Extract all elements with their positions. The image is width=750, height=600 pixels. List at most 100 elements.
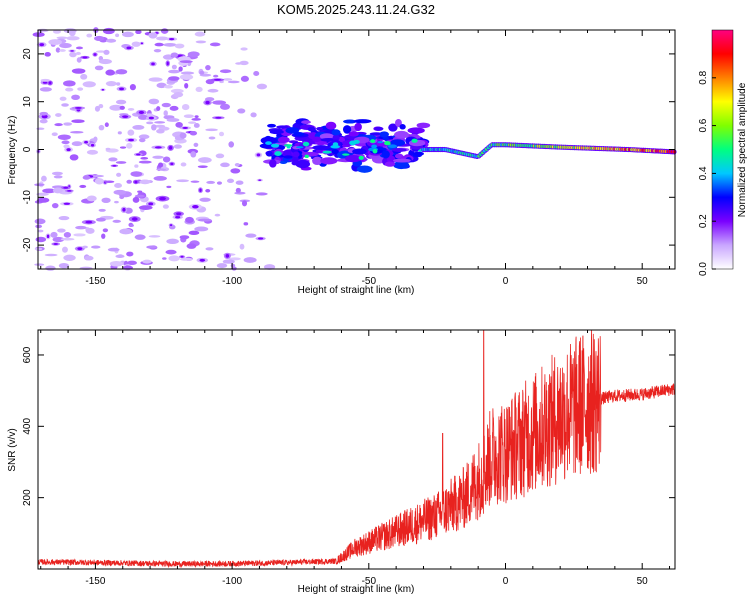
colorbar-tick-label: 0.2 (698, 214, 709, 228)
noise-blob (168, 69, 181, 74)
noise-blob (102, 228, 109, 233)
cluster-hotspot (353, 139, 360, 144)
noise-blob (157, 162, 164, 168)
noise-blob (207, 88, 219, 93)
noise-blob (168, 255, 180, 262)
noise-blob (187, 51, 200, 58)
cluster-hotspot (342, 153, 350, 156)
noise-blob (134, 164, 139, 168)
noise-blob (183, 114, 194, 118)
noise-blob (86, 149, 99, 155)
noise-blob (166, 238, 179, 244)
noise-blob-core (122, 115, 129, 118)
noise-blob (215, 153, 225, 159)
noise-blob (34, 247, 43, 251)
noise-blob (227, 80, 240, 84)
noise-blob (165, 249, 177, 255)
noise-blob (235, 180, 244, 185)
noise-blob (119, 195, 125, 200)
noise-blob (36, 192, 49, 196)
noise-blob (161, 102, 171, 108)
snr-y-ticks: 200 400 600 (22, 346, 675, 506)
noise-blob-core (128, 138, 135, 142)
noise-blob (179, 74, 194, 80)
cluster-blob (285, 127, 300, 134)
cluster-blob (407, 127, 425, 134)
cluster-blob (316, 126, 324, 131)
cluster-blob (292, 155, 299, 164)
cluster-hotspot (371, 144, 378, 149)
cluster-blob (320, 157, 338, 165)
noise-blob (44, 253, 58, 257)
noise-blob (130, 171, 143, 177)
noise-blob (173, 91, 184, 98)
noise-blob (93, 136, 98, 142)
noise-blob-core (134, 180, 138, 184)
noise-blob (205, 65, 211, 71)
noise-blob (132, 196, 140, 203)
noise-blob (174, 43, 185, 49)
noise-blob (98, 103, 104, 109)
snr-y-tick-label: 600 (22, 346, 33, 363)
noise-blob (126, 251, 134, 257)
cluster-blob (352, 148, 367, 155)
noise-blob (114, 200, 119, 204)
noise-blob (228, 141, 235, 148)
noise-blob-core (169, 224, 173, 227)
noise-blob (86, 195, 97, 202)
cluster-blob (267, 123, 276, 128)
spectrogram-x-ticks: -150 -100 -50 0 50 (40, 30, 671, 287)
noise-blob (71, 141, 83, 147)
noise-blob (34, 218, 46, 225)
spectrogram-x-tick-label: 50 (637, 276, 649, 287)
noise-blob (93, 174, 104, 178)
noise-blob (115, 69, 128, 75)
colorbar-label: Normalized spectral amplitude (737, 82, 748, 217)
noise-blob (199, 70, 205, 75)
noise-blob-core (258, 179, 262, 181)
noise-blob (40, 78, 51, 82)
noise-blob (173, 144, 182, 149)
noise-blob-core (39, 43, 45, 47)
noise-blob (119, 146, 127, 149)
noise-blob (176, 179, 189, 183)
noise-blob (35, 236, 47, 243)
noise-blob (230, 168, 241, 174)
noise-blob (63, 28, 77, 34)
noise-blob (42, 188, 56, 194)
noise-blob (156, 106, 161, 111)
noise-blob (190, 151, 197, 158)
cluster-blob (356, 165, 373, 173)
noise-blob (151, 124, 157, 131)
noise-blob (193, 123, 200, 128)
noise-blob (256, 83, 268, 90)
noise-blob (80, 73, 88, 80)
noise-blob-core (180, 255, 184, 258)
noise-blob (63, 144, 70, 149)
cluster-hotspot (384, 141, 391, 146)
noise-blob (188, 121, 197, 124)
noise-blob-core (101, 88, 105, 91)
noise-blob (197, 165, 208, 168)
noise-blob (115, 161, 127, 164)
noise-blob-core (63, 186, 69, 189)
cluster-blob (293, 132, 305, 137)
noise-blob (51, 171, 63, 176)
noise-blob (34, 263, 45, 266)
noise-blob (116, 172, 122, 177)
noise-blob (37, 229, 44, 233)
noise-blob (63, 254, 76, 261)
noise-blob (127, 129, 135, 136)
noise-blob (237, 108, 246, 114)
noise-blob (239, 60, 249, 66)
noise-blob (197, 157, 212, 164)
noise-blob (253, 70, 260, 77)
noise-blob (148, 235, 161, 238)
noise-blob (63, 80, 76, 87)
noise-blob (163, 43, 177, 47)
cluster-hotspot (265, 141, 272, 145)
noise-blob (112, 219, 121, 223)
noise-blob (166, 118, 180, 122)
noise-blob (63, 231, 72, 238)
noise-blob-core (148, 202, 154, 206)
